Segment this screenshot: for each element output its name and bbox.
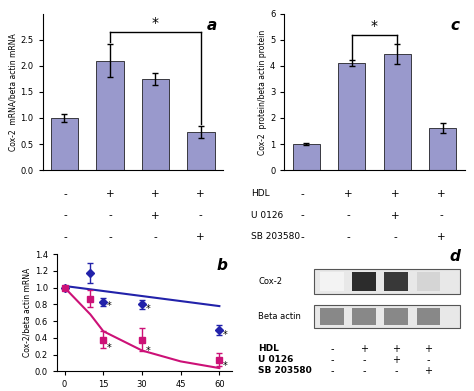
Bar — [417, 272, 440, 291]
Text: a: a — [207, 18, 218, 33]
Text: -: - — [362, 355, 366, 365]
Text: +: + — [392, 355, 400, 365]
Y-axis label: Cox-2  protein/beta actin protein: Cox-2 protein/beta actin protein — [258, 29, 267, 154]
Text: -: - — [394, 366, 398, 377]
Text: Cox-2: Cox-2 — [258, 277, 282, 286]
Text: -: - — [300, 189, 304, 199]
Bar — [96, 61, 124, 170]
Text: SB 203580: SB 203580 — [258, 366, 312, 375]
Text: +: + — [344, 189, 353, 199]
Text: c: c — [450, 18, 459, 33]
Bar — [292, 144, 320, 170]
Text: *: * — [223, 330, 228, 341]
Text: HDL: HDL — [258, 344, 279, 353]
Text: +: + — [360, 344, 368, 354]
Bar — [187, 132, 215, 170]
Text: -: - — [300, 210, 304, 221]
Text: +: + — [196, 232, 205, 242]
Text: *: * — [146, 303, 151, 314]
Text: -: - — [109, 232, 112, 242]
Bar — [384, 272, 408, 291]
Text: -: - — [346, 232, 350, 242]
Y-axis label: Cox-2/beta actin mRNA: Cox-2/beta actin mRNA — [23, 268, 32, 357]
Text: -: - — [362, 366, 366, 377]
Text: *: * — [223, 361, 228, 371]
Text: -: - — [64, 232, 67, 242]
Text: -: - — [154, 232, 157, 242]
Bar — [314, 305, 460, 328]
Bar — [352, 308, 376, 325]
Bar — [417, 308, 440, 325]
Text: *: * — [152, 16, 159, 30]
Text: +: + — [151, 210, 160, 221]
Text: +: + — [437, 232, 446, 242]
Bar — [142, 79, 169, 170]
Text: -: - — [439, 210, 443, 221]
Text: +: + — [424, 366, 432, 377]
Text: +: + — [391, 210, 399, 221]
Text: -: - — [330, 366, 334, 377]
Text: U 0126: U 0126 — [258, 355, 293, 364]
Text: -: - — [393, 232, 397, 242]
Text: -: - — [300, 232, 304, 242]
Text: +: + — [392, 344, 400, 354]
Text: HDL: HDL — [251, 189, 270, 198]
Bar — [383, 54, 411, 170]
Text: -: - — [330, 355, 334, 365]
Text: +: + — [391, 189, 399, 199]
Text: Beta actin: Beta actin — [258, 312, 301, 321]
Bar — [352, 272, 376, 291]
Text: -: - — [64, 210, 67, 221]
Bar — [314, 269, 460, 294]
Text: *: * — [146, 346, 151, 356]
Text: +: + — [106, 189, 115, 199]
Bar — [338, 63, 365, 170]
Text: -: - — [346, 210, 350, 221]
Bar — [320, 272, 344, 291]
Text: -: - — [427, 355, 430, 365]
Text: +: + — [424, 344, 432, 354]
Text: -: - — [199, 210, 202, 221]
Text: -: - — [64, 189, 67, 199]
Text: -: - — [109, 210, 112, 221]
Text: *: * — [371, 19, 378, 33]
Y-axis label: Cox-2  mRNA/beta actin mRNA: Cox-2 mRNA/beta actin mRNA — [9, 33, 18, 151]
Text: SB 203580: SB 203580 — [251, 232, 300, 241]
Text: d: d — [449, 249, 460, 264]
Text: *: * — [107, 343, 112, 353]
Text: -: - — [330, 344, 334, 354]
Bar — [384, 308, 408, 325]
Bar — [429, 128, 456, 170]
Text: +: + — [437, 189, 446, 199]
Text: *: * — [107, 301, 112, 311]
Text: b: b — [216, 258, 227, 273]
Bar — [320, 308, 344, 325]
Text: +: + — [151, 189, 160, 199]
Bar — [51, 118, 78, 170]
Text: U 0126: U 0126 — [251, 210, 283, 219]
Text: +: + — [196, 189, 205, 199]
